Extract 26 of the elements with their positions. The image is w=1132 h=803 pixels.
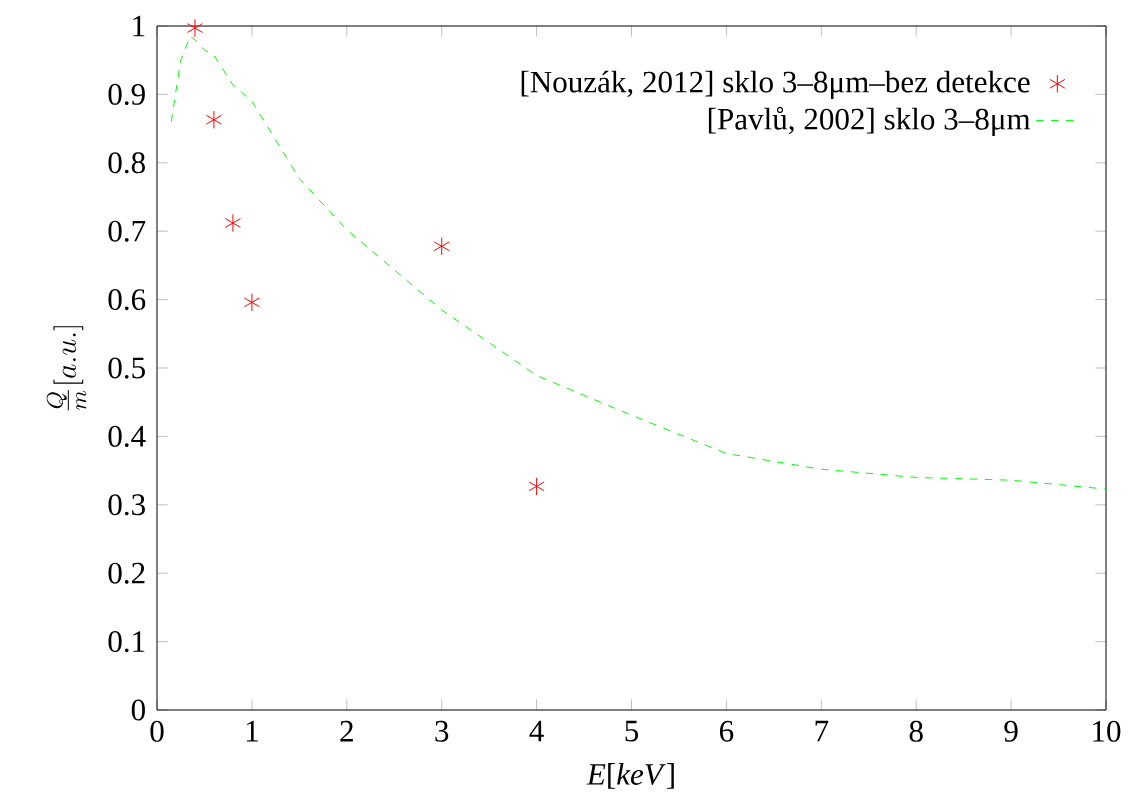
x-tick-label: 2 (340, 720, 353, 742)
x-tick-label: 5 (625, 720, 639, 742)
x-tick-label: 3 (435, 720, 449, 742)
x-tick-label: 10 (1093, 720, 1121, 742)
y-tick-label: 0.4 (108, 425, 146, 447)
x-tick-label: 8 (909, 720, 923, 742)
x-tick-label: 1 (246, 720, 258, 742)
x-axis-title: E[keV] (586, 763, 674, 789)
y-tick-label: 0.9 (108, 83, 145, 105)
y-tick-label: 0.1 (108, 631, 145, 653)
y-tick-label: 0.7 (108, 220, 146, 242)
y-tick-label: 0.2 (108, 562, 145, 584)
y-tick-label: 1 (133, 15, 145, 37)
x-tick-label: 4 (529, 720, 544, 742)
y-tick-label: 0.6 (108, 289, 146, 311)
y-axis-title: $\frac{Q}{m}[a.u.]$ (46, 326, 87, 411)
legend-label: [Nouzák, 2012] sklo 3–8μm–bez detekce (521, 70, 1030, 99)
legend-label: [Pavlů, 2002] sklo 3–8μm (708, 106, 1031, 136)
x-tick-label: 6 (719, 720, 734, 742)
y-tick-label: 0 (131, 699, 145, 721)
x-tick-label: 0 (150, 720, 164, 742)
y-tick-label: 0.5 (108, 357, 145, 379)
x-tick-label: 9 (1004, 720, 1018, 742)
y-tick-label: 0.8 (108, 152, 145, 174)
y-tick-label: 0.3 (108, 494, 145, 516)
x-tick-label: 7 (815, 720, 829, 742)
